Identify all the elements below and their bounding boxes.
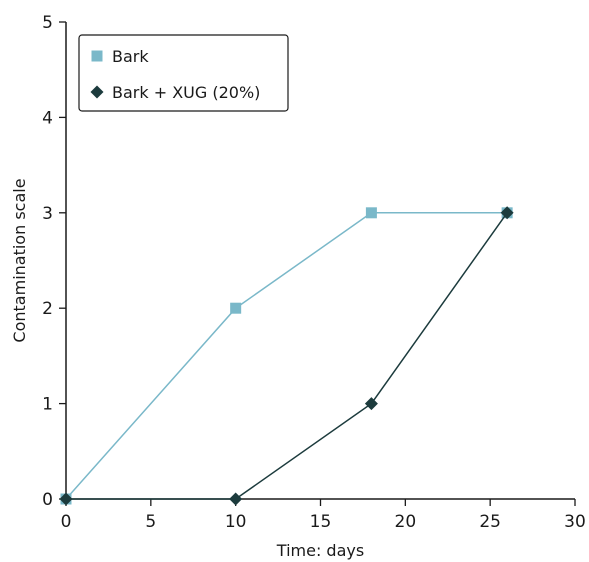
x-axis-title: Time: days [276,541,364,560]
data-point-square [230,302,242,314]
series-line [66,212,508,500]
y-tick-label: 4 [42,108,53,128]
y-tick-label: 3 [42,204,53,224]
x-axis-ticks: 0 5 10 15 20 25 30 [61,499,586,532]
x-tick-label: 25 [479,512,501,532]
legend-box [78,34,289,112]
data-point-diamond [229,492,243,506]
x-tick-label: 30 [564,512,586,532]
data-point-diamond [364,397,378,411]
x-tick-label: 10 [225,512,247,532]
legend-marker-bark [91,50,103,62]
x-tick-label: 20 [395,512,417,532]
series-line [65,212,508,500]
series-bark [60,207,513,505]
legend-label-bark-xug: Bark + XUG (20%) [112,83,260,102]
x-tick-label: 5 [145,512,156,532]
x-tick-label: 15 [310,512,332,532]
y-tick-label: 5 [42,13,53,33]
series-layer [59,206,514,506]
series-bark-xug [59,206,514,506]
x-tick-label: 0 [61,512,72,532]
data-point-square [365,207,377,219]
data-point-diamond [59,492,73,506]
data-point-diamond [500,206,514,220]
y-axis-ticks: 0 1 2 3 4 5 [42,13,66,510]
y-tick-label: 2 [42,299,53,319]
y-tick-label: 1 [42,395,53,415]
legend-marker-bark-xug [90,85,104,99]
axes: 0 5 10 15 20 25 30 0 1 2 3 4 5 [42,13,586,532]
y-axis-title: Contamination scale [10,178,29,342]
y-tick-label: 0 [42,490,53,510]
legend-label-bark: Bark [112,47,149,66]
legend: Bark Bark + XUG (20%) [78,34,289,112]
